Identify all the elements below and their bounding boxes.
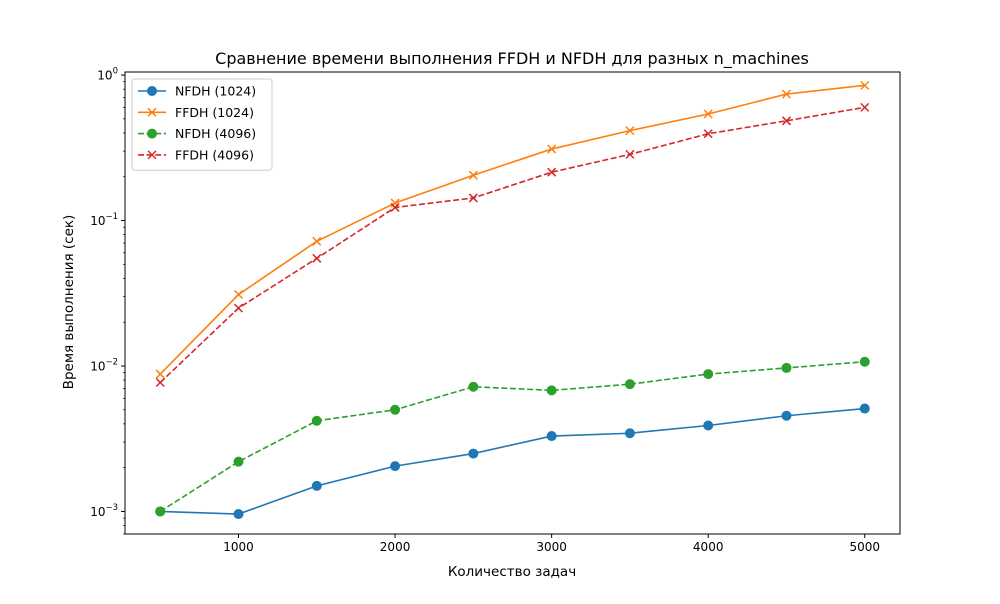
data-point	[233, 509, 244, 520]
data-point	[390, 461, 401, 472]
data-point	[781, 362, 792, 373]
data-point	[312, 253, 322, 263]
legend-marker	[147, 128, 157, 139]
data-point	[625, 126, 635, 136]
series-3	[155, 102, 870, 388]
axes: 1000 2000 3000 4000 5000 10−3 10−2 10−1 100	[90, 67, 901, 554]
data-point	[703, 109, 713, 119]
data-point	[859, 356, 870, 367]
data-point	[624, 379, 635, 390]
series-line	[159, 84, 865, 375]
legend-label: NFDH (4096)	[175, 126, 256, 141]
y-tick-label: 10−1	[90, 212, 118, 228]
data-point	[547, 144, 557, 154]
series-2	[155, 356, 870, 517]
legend-label: FFDH (4096)	[175, 147, 254, 162]
data-point	[155, 506, 166, 517]
y-tick-label: 100	[97, 67, 118, 83]
series-line	[159, 106, 865, 384]
legend-entry: FFDH (4096)	[138, 147, 254, 162]
x-tick-label: 1000	[223, 540, 254, 554]
data-point	[860, 80, 870, 90]
data-point	[233, 290, 244, 300]
data-point	[859, 403, 870, 414]
legend-label: FFDH (1024)	[175, 105, 254, 120]
data-point	[547, 167, 557, 177]
plot-area	[155, 80, 870, 520]
legend-marker	[147, 107, 157, 117]
data-point	[390, 404, 401, 415]
data-point	[468, 193, 478, 203]
data-point	[468, 170, 478, 180]
data-point	[311, 415, 322, 426]
data-point	[155, 369, 165, 379]
data-point	[781, 116, 792, 126]
chart-title: Сравнение времени выполнения FFDH и NFDH…	[215, 49, 809, 69]
data-point	[312, 236, 322, 246]
series-line	[160, 407, 865, 515]
legend-entry: NFDH (4096)	[138, 126, 256, 141]
data-point	[703, 369, 714, 380]
legend-box	[131, 78, 273, 171]
data-point	[625, 149, 635, 159]
legend: NFDH (1024) FFDH (1024) NFDH (4096) FFDH (4…	[131, 78, 273, 171]
data-point	[468, 381, 479, 392]
y-tick-label: 10−2	[90, 358, 118, 374]
data-point	[311, 480, 322, 491]
data-point	[155, 377, 165, 388]
data-point	[546, 385, 557, 396]
x-tick-label: 4000	[693, 540, 724, 554]
legend-label: NFDH (1024)	[175, 84, 256, 99]
data-point	[703, 129, 713, 139]
data-point	[233, 303, 244, 313]
x-axis-label: Количество задач	[448, 564, 576, 580]
data-point	[390, 202, 400, 212]
series-line	[159, 360, 865, 513]
legend-entry: FFDH (1024)	[138, 105, 254, 120]
legend-entry: NFDH (1024)	[138, 84, 256, 99]
data-point	[546, 431, 557, 442]
data-point	[468, 448, 479, 459]
axes-frame	[124, 71, 901, 535]
legend-marker	[147, 86, 157, 96]
x-tick-label: 2000	[380, 540, 411, 554]
x-tick-label: 3000	[536, 540, 567, 554]
y-axis-label: Время выполнения (сек)	[61, 215, 77, 390]
legend-marker	[147, 150, 157, 160]
y-tick-label: 10−3	[90, 503, 118, 519]
series-1	[155, 80, 870, 379]
x-tick-label: 5000	[849, 540, 880, 554]
data-point	[781, 410, 792, 421]
data-point	[624, 428, 635, 439]
data-point	[781, 89, 792, 99]
data-point	[233, 456, 244, 467]
data-point	[703, 420, 714, 431]
data-point	[860, 102, 870, 112]
